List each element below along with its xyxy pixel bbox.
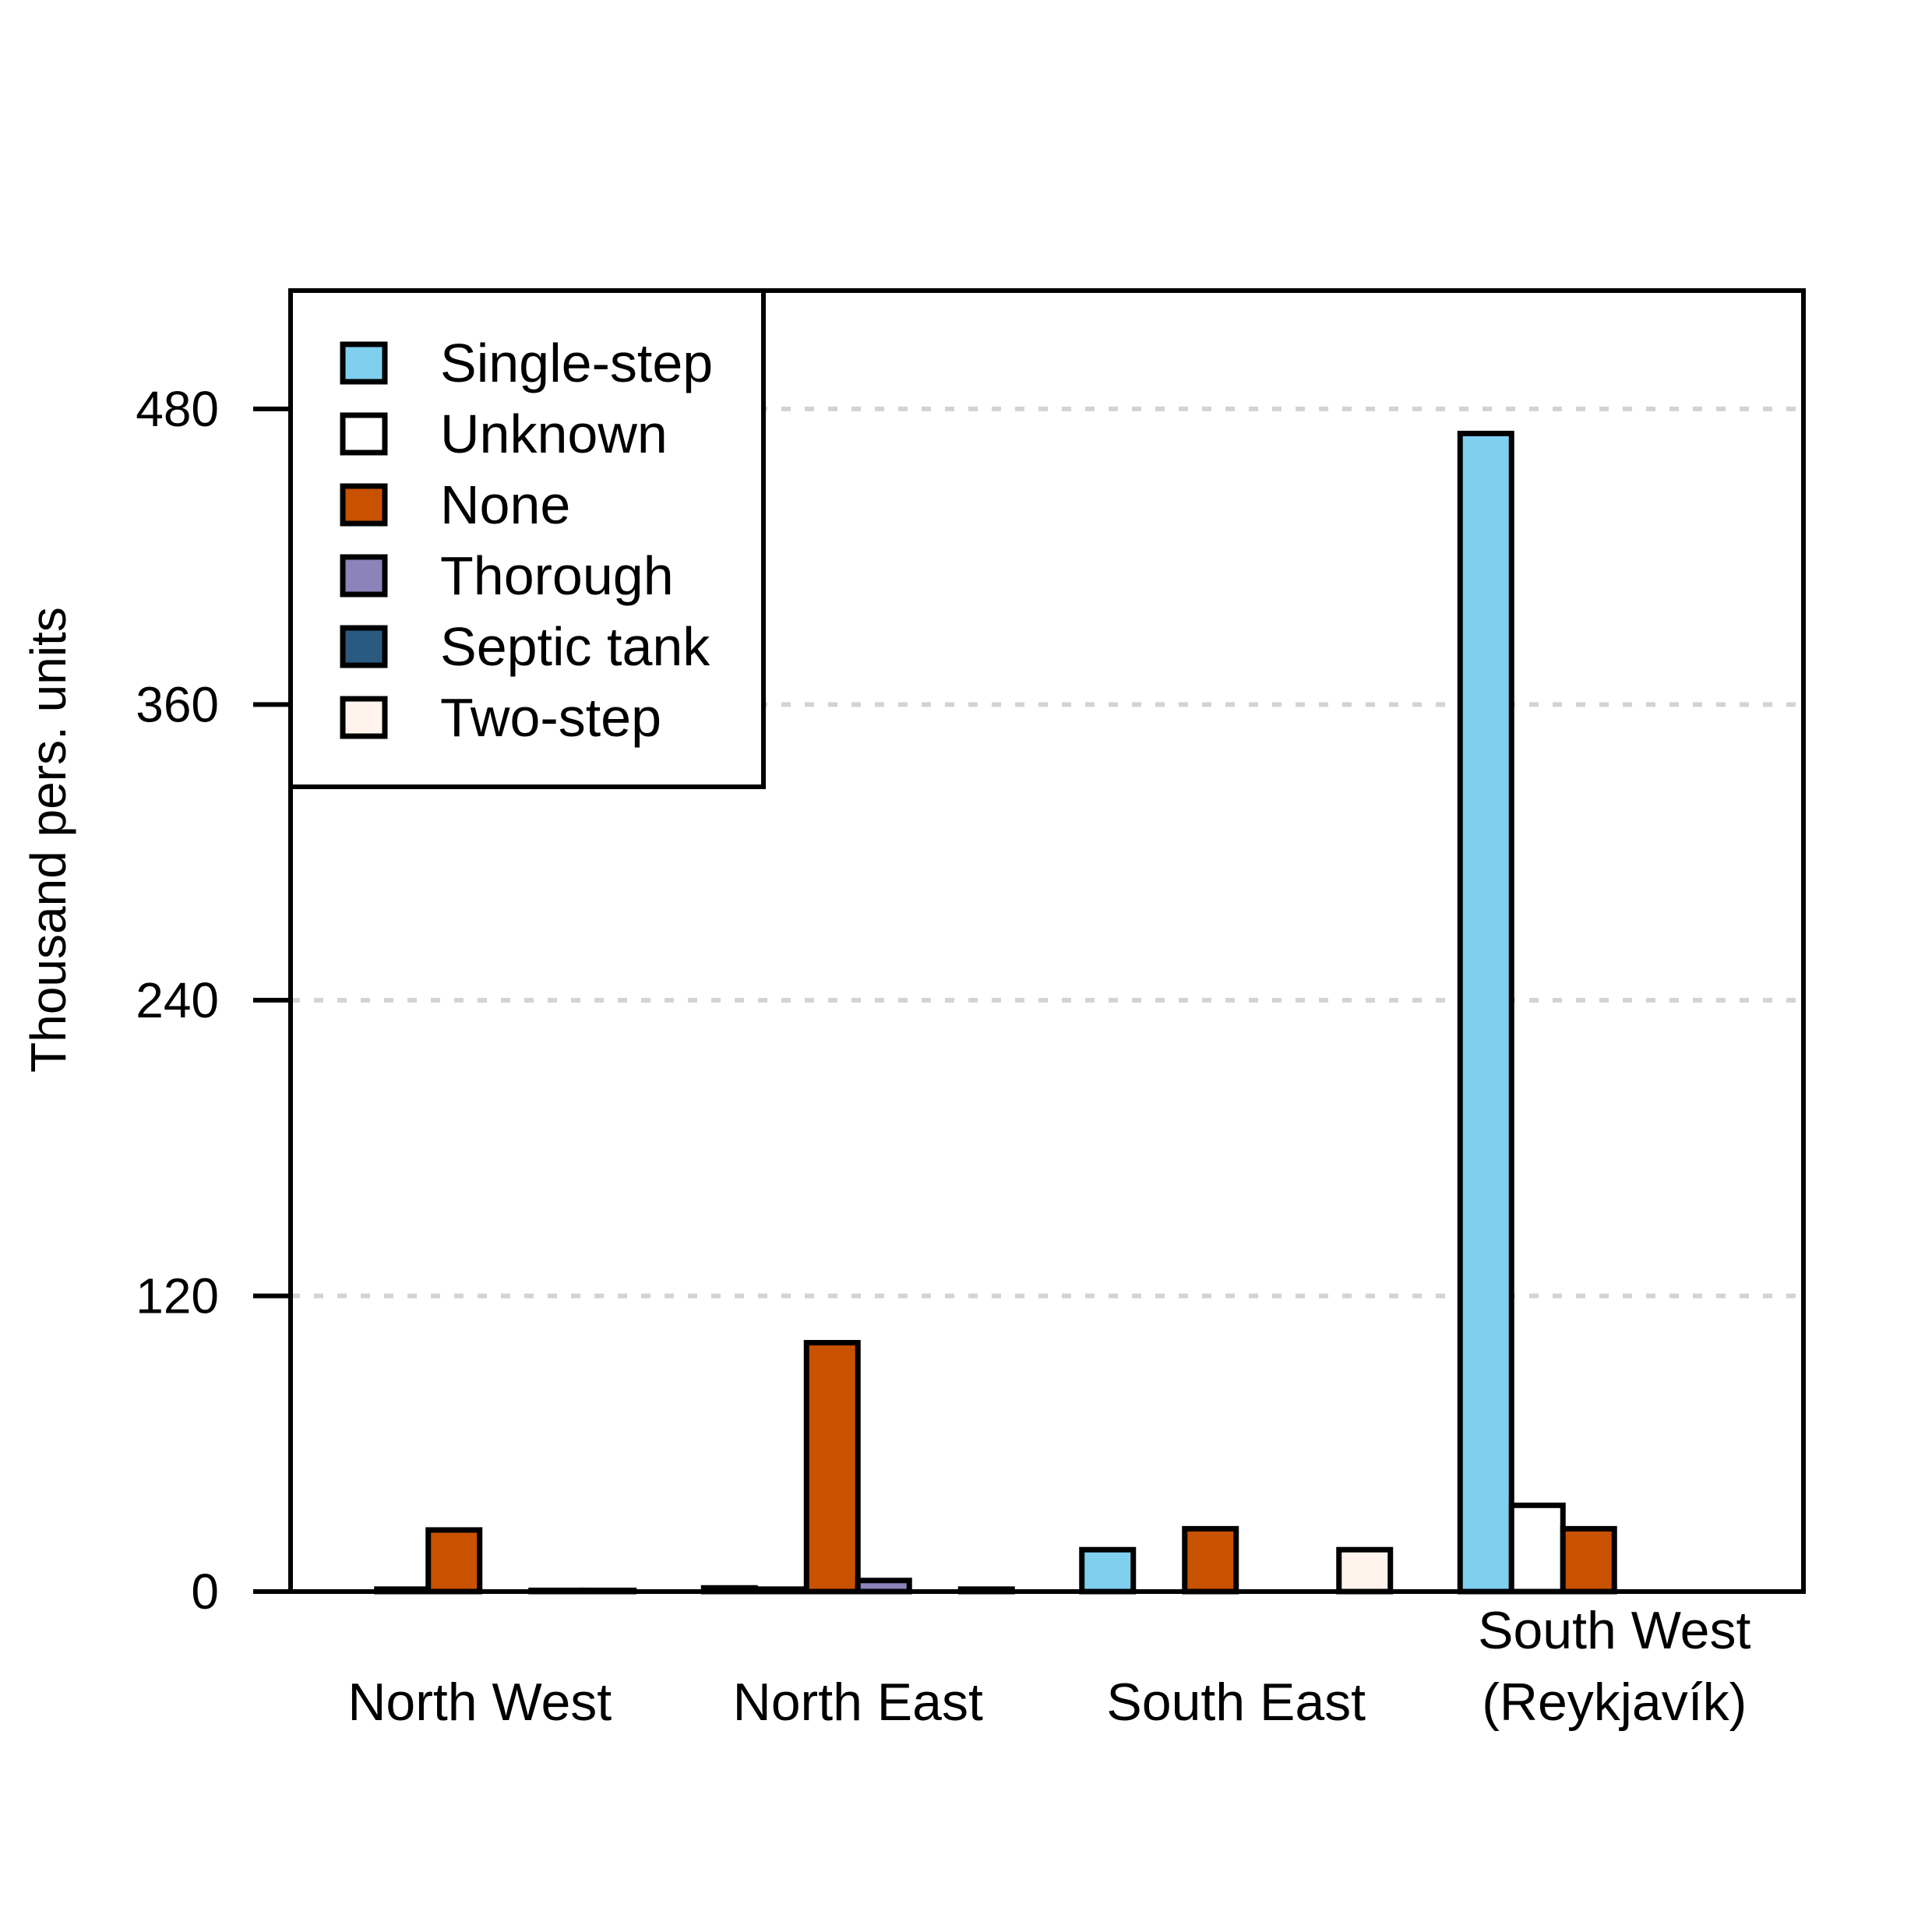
bar bbox=[1079, 1546, 1137, 1595]
legend-swatch bbox=[340, 483, 388, 527]
bar bbox=[1336, 1546, 1394, 1595]
y-tick-label: 0 bbox=[191, 1564, 219, 1620]
legend-label: Single-step bbox=[440, 333, 713, 393]
legend-label: Septic tank bbox=[440, 616, 710, 677]
legend-label: Two-step bbox=[440, 687, 661, 748]
bar bbox=[1182, 1525, 1239, 1595]
gridlines bbox=[291, 406, 1803, 1299]
y-tick-label: 120 bbox=[136, 1267, 219, 1324]
x-category-label: North West bbox=[347, 1673, 612, 1732]
legend-swatch bbox=[340, 696, 388, 739]
x-category-label: (Reykjavík) bbox=[1482, 1673, 1747, 1732]
legend-swatch bbox=[340, 554, 388, 598]
legend-swatch bbox=[340, 341, 388, 385]
plot-frame bbox=[288, 288, 1806, 1594]
bar bbox=[1457, 430, 1514, 1595]
x-category-label: North East bbox=[733, 1673, 983, 1732]
legend-label: None bbox=[440, 474, 570, 535]
legend-label: Unknown bbox=[440, 404, 668, 464]
x-category-label: South East bbox=[1106, 1673, 1366, 1732]
bar bbox=[803, 1340, 861, 1595]
bar bbox=[1508, 1502, 1566, 1595]
legend-label: Thorough bbox=[440, 545, 674, 606]
y-tick-label: 360 bbox=[136, 676, 219, 732]
bar bbox=[425, 1527, 483, 1595]
y-tick-label: 240 bbox=[136, 972, 219, 1028]
y-tick-label: 480 bbox=[136, 381, 219, 437]
axes bbox=[253, 288, 1806, 1594]
labels: 0 120 240 360 480 North West North East South E… bbox=[20, 381, 1750, 1732]
y-axis-title: Thousand pers. units bbox=[20, 607, 76, 1073]
x-category-label: South West bbox=[1478, 1601, 1750, 1660]
legend-swatch bbox=[340, 625, 388, 668]
bar bbox=[1560, 1525, 1617, 1595]
legend: Single-step Unknown None Thorough Septic tan… bbox=[288, 288, 766, 789]
legend-swatch bbox=[340, 412, 388, 456]
